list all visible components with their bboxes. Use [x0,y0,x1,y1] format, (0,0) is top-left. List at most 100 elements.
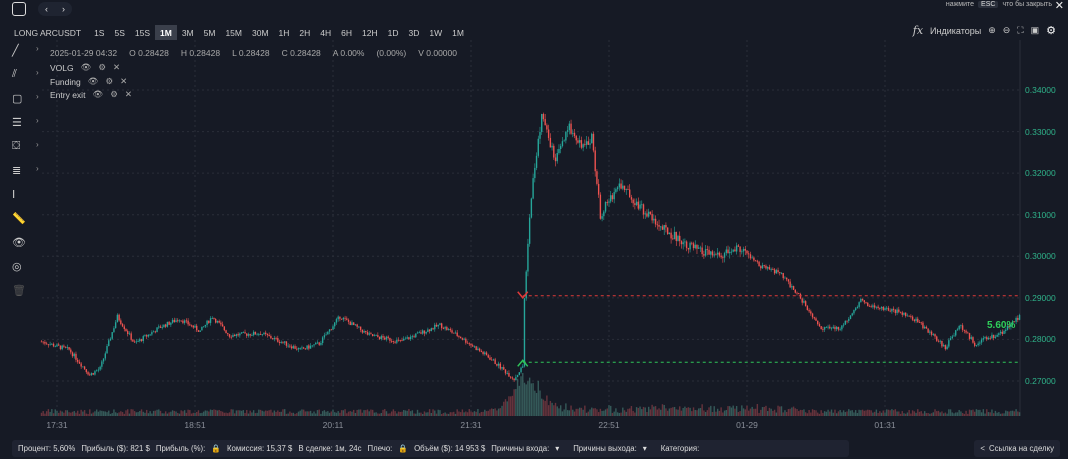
volume-bar [375,412,377,416]
forward-button[interactable]: › [62,4,65,14]
close-icon[interactable]: ✕ [113,62,121,72]
candle [660,226,662,228]
volume-bar [915,412,917,416]
timeframe-30m[interactable]: 30M [252,28,269,38]
timeframe-2h[interactable]: 2H [299,28,311,38]
candle [704,249,707,256]
fx-icon[interactable]: fx [912,24,924,37]
volume-bar [910,413,912,416]
volume-bar [530,383,533,416]
app-logo-icon[interactable] [12,2,26,16]
volume-bar [306,411,308,416]
timeframe-6h[interactable]: 6H [341,28,353,38]
timeframe-1s[interactable]: 1S [94,28,105,38]
zoom-out-icon[interactable]: ⊖ [1002,25,1011,35]
chevron-down-icon[interactable]: ▾ [642,444,647,453]
timeframe-15s[interactable]: 15S [134,28,151,38]
volume-bar [339,412,341,416]
timeframe-4h[interactable]: 4H [320,28,332,38]
timeframe-1m[interactable]: 1M [155,25,177,41]
volume-bar [975,409,978,416]
category-field[interactable]: Категория: [660,444,700,453]
trend-line-icon[interactable]: ╱ › [12,44,39,57]
parallel-lines-icon[interactable]: ⫽ › [12,68,39,80]
candle [304,348,307,350]
candle [566,130,569,132]
candle [656,224,658,226]
zoom-in-icon[interactable]: ⊕ [988,25,996,35]
timeframe-12h[interactable]: 12H [362,28,378,38]
chevron-down-icon[interactable]: ▾ [555,444,560,453]
lock-icon[interactable]: 🔒 [398,444,409,453]
rectangle-icon[interactable]: ▢ › [12,92,39,105]
timeframe-15m[interactable]: 15M [225,28,242,38]
eye-icon[interactable]: 👁 [80,62,92,72]
candle [484,352,486,354]
candle [459,336,462,339]
timeframe-1m[interactable]: 1M [452,28,464,38]
volume-bar [216,410,219,416]
entry-reasons-dropdown[interactable]: Причины входа: [491,444,550,453]
volume-bar [892,410,895,416]
candle [991,334,993,339]
trash-icon[interactable]: 🗑 [12,285,26,297]
pattern-icon[interactable]: ⛋ › [12,140,39,152]
candle [865,302,867,304]
candle [615,189,617,193]
timeframe-1w[interactable]: 1W [429,28,443,38]
close-icon[interactable]: ✕ [124,89,132,99]
candle [975,345,978,346]
volume-bar [823,411,826,416]
eye-icon[interactable]: 👁 [92,89,104,99]
indicators-button[interactable]: Индикаторы [930,25,982,36]
timeframe-5m[interactable]: 5M [203,28,216,38]
volume-bar [891,409,893,416]
exit-reasons-dropdown[interactable]: Причины выхода: [573,444,637,453]
gear-icon[interactable]: ⚙ [98,62,107,72]
volume-bar [832,412,834,416]
text-icon[interactable]: Ⅰ [12,189,16,201]
timeframe-3d[interactable]: 3D [408,28,420,38]
ruler-icon[interactable]: 📏 [12,213,26,225]
share-link-button[interactable]: < Ссылка на сделку [974,440,1060,457]
timeframe-1d[interactable]: 1D [387,28,399,38]
gear-icon[interactable]: ⚙ [110,89,118,99]
volume-bar [237,410,239,416]
volume-bar [523,382,526,416]
candle [256,334,258,336]
volume-bar [679,406,681,416]
gear-icon[interactable]: ⚙ [105,76,114,86]
close-icon[interactable]: ✕ [1054,0,1064,12]
volume-bar [435,413,438,416]
screenshot-icon[interactable]: ▣ [1030,25,1040,35]
timeframe-1h[interactable]: 1H [278,28,290,38]
gear-icon[interactable]: ⚙ [1046,25,1056,37]
brush-icon[interactable]: ☰ › [12,116,39,129]
magnet-icon[interactable]: ◎ [12,261,22,273]
candle [472,345,474,347]
timeframe-3m[interactable]: 3M [181,28,194,38]
price-chart[interactable] [0,0,1068,440]
candle [42,341,44,343]
candle [699,247,702,249]
eye-icon[interactable]: 👁 [87,76,99,86]
eye-icon[interactable]: 👁 [12,237,26,249]
close-icon[interactable]: ✕ [120,76,128,86]
candle [668,232,671,235]
volume-bar [478,413,481,416]
volume-bar [879,411,881,416]
volume-bar [735,406,738,416]
back-button[interactable]: ‹ [45,4,48,14]
lock-icon[interactable]: 🔒 [211,444,221,453]
volume-bar [135,412,138,416]
timeframe-5s[interactable]: 5S [114,28,125,38]
fullscreen-icon[interactable]: ⛶ [1017,25,1024,35]
candle [803,301,805,303]
candle [767,267,769,269]
candle [221,324,224,327]
candle [651,213,653,221]
candle [83,366,86,370]
candle [109,338,112,341]
fib-icon[interactable]: ≣ › [12,164,39,177]
candle [568,123,571,131]
